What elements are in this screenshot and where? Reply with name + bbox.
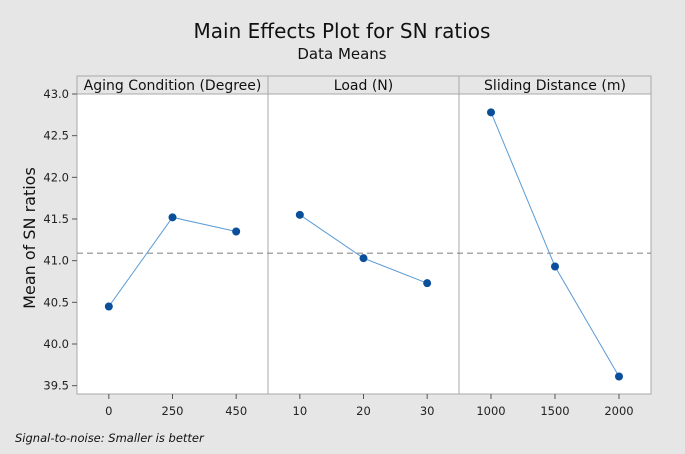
y-tick-label: 40.0 (43, 337, 69, 351)
x-tick-label: 450 (225, 404, 247, 418)
data-point (104, 302, 113, 311)
data-point (295, 210, 304, 219)
x-tick-label: 30 (420, 404, 435, 418)
y-tick-label: 42.5 (43, 129, 69, 143)
y-tick-label: 42.0 (43, 170, 69, 184)
x-tick-label: 20 (356, 404, 371, 418)
y-tick-label: 43.0 (43, 87, 69, 101)
x-tick-label: 10 (293, 404, 308, 418)
data-point (615, 372, 623, 381)
x-tick-label: 250 (162, 404, 184, 418)
panel-title-1: Aging Condition (Degree) (84, 78, 262, 94)
panel-title-2: Load (N) (334, 78, 393, 94)
panel-area-1 (76, 93, 269, 395)
panel-area-2 (267, 93, 460, 395)
x-tick-label: 2000 (604, 404, 633, 418)
data-point (423, 279, 432, 288)
data-point (232, 227, 241, 236)
panel-header-3 (458, 75, 652, 95)
data-point (168, 213, 177, 222)
chart-subtitle: Data Means (297, 45, 386, 63)
data-point (359, 254, 368, 263)
panel-title-3: Sliding Distance (m) (484, 78, 626, 94)
footnote: Signal-to-noise: Smaller is better (15, 431, 205, 445)
data-point (551, 262, 559, 271)
plot-layer: Aging Condition (Degree) Load (N) Sliding … (43, 75, 652, 418)
y-tick-label: 40.5 (43, 295, 69, 309)
data-point (487, 108, 495, 117)
chart-title: Main Effects Plot for SN ratios (194, 19, 491, 43)
x-tick-label: 0 (105, 404, 112, 418)
y-axis-label: Mean of SN ratios (20, 167, 39, 309)
panel-area-3 (458, 93, 652, 395)
y-tick-label: 41.0 (43, 254, 69, 268)
y-tick-label: 41.5 (43, 212, 69, 226)
x-tick-label: 1000 (476, 404, 505, 418)
x-tick-label: 1500 (540, 404, 569, 418)
y-tick-label: 39.5 (43, 379, 69, 393)
